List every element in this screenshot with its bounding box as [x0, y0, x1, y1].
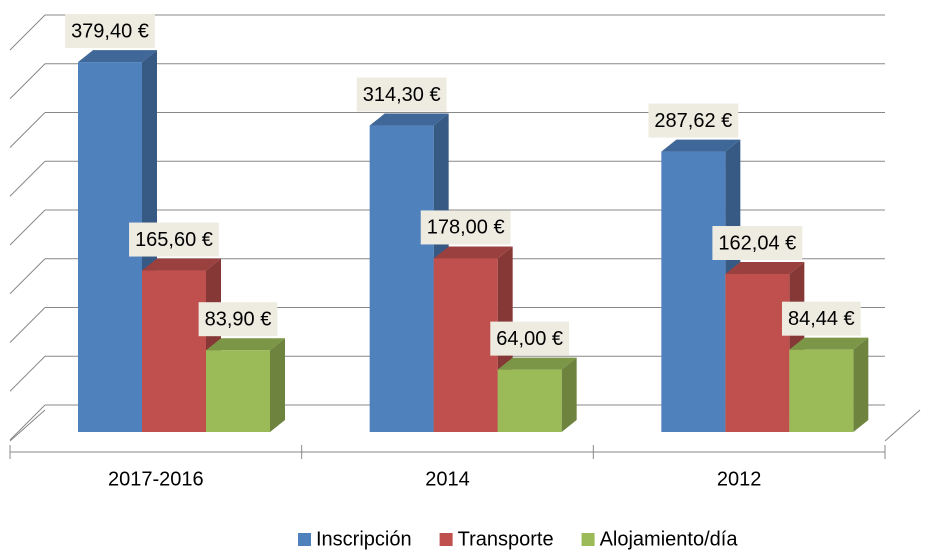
- value-label: 314,30 €: [363, 84, 441, 106]
- value-label-box: [648, 103, 739, 138]
- grid-line-side: [9, 307, 46, 343]
- bar: [497, 369, 562, 432]
- legend-swatch: [298, 533, 311, 546]
- value-label-box: [129, 222, 219, 257]
- value-label-box: [490, 321, 570, 356]
- value-label: 84,44 €: [788, 308, 855, 330]
- bar-top: [661, 139, 741, 152]
- bar-side: [270, 338, 285, 432]
- bar: [142, 270, 206, 432]
- value-label-box: [712, 226, 803, 261]
- value-label-group: 83,90 €: [198, 302, 278, 337]
- value-label-box: [420, 210, 511, 245]
- value-label: 287,62 €: [654, 110, 732, 132]
- bar-top: [142, 258, 221, 271]
- value-label-group: 379,40 €: [65, 14, 155, 49]
- bar-top: [369, 113, 449, 126]
- value-label: 178,00 €: [427, 217, 505, 239]
- bar: [725, 274, 790, 432]
- bar: [206, 350, 270, 432]
- legend-label: Alojamiento/día: [600, 528, 739, 550]
- x-tick-label: 2014: [425, 468, 470, 490]
- bar-top: [725, 262, 805, 275]
- value-label-group: 287,62 €: [648, 103, 739, 138]
- grid-line-side: [9, 14, 46, 51]
- grid-line-side: [9, 404, 46, 441]
- bar-top: [789, 337, 869, 350]
- bar-top: [206, 338, 285, 351]
- value-label: 165,60 €: [135, 229, 213, 251]
- value-label: 162,04 €: [718, 232, 796, 254]
- grid-line-side: [9, 258, 46, 295]
- value-label-group: 84,44 €: [781, 301, 861, 336]
- bar-top: [433, 246, 513, 259]
- value-label-group: 165,60 €: [129, 222, 219, 257]
- value-label-box: [198, 302, 278, 337]
- value-label-box: [65, 14, 155, 49]
- value-label-box: [356, 77, 447, 112]
- floor-edge: [9, 409, 46, 442]
- bar: [661, 151, 726, 432]
- x-tick-label: 2017-2016: [108, 468, 204, 490]
- grid-line-side: [9, 209, 46, 246]
- bar-top: [78, 50, 157, 63]
- bar-top: [497, 357, 577, 370]
- legend-label: Transporte: [458, 528, 554, 550]
- bar: [789, 349, 854, 432]
- floor-edge-right: [884, 409, 921, 442]
- value-label: 64,00 €: [496, 328, 563, 350]
- value-label: 83,90 €: [205, 308, 272, 330]
- value-label-group: 314,30 €: [356, 77, 447, 112]
- legend-swatch: [439, 533, 453, 546]
- grid-line-side: [9, 63, 46, 100]
- legend-label: Inscripción: [316, 528, 412, 550]
- bar: [433, 258, 498, 432]
- bar-side: [853, 337, 869, 432]
- value-label: 379,40 €: [71, 20, 149, 42]
- bar: [369, 125, 434, 433]
- value-label-box: [781, 301, 861, 336]
- legend-swatch: [581, 533, 595, 546]
- bar-side: [561, 357, 577, 432]
- value-label-group: 162,04 €: [712, 226, 803, 261]
- value-label-group: 178,00 €: [420, 210, 511, 245]
- x-tick-label: 2012: [717, 468, 762, 490]
- grid-line-side: [9, 112, 46, 148]
- grid-line-side: [9, 355, 46, 392]
- value-label-group: 64,00 €: [490, 321, 570, 356]
- grid-line-side: [9, 160, 46, 197]
